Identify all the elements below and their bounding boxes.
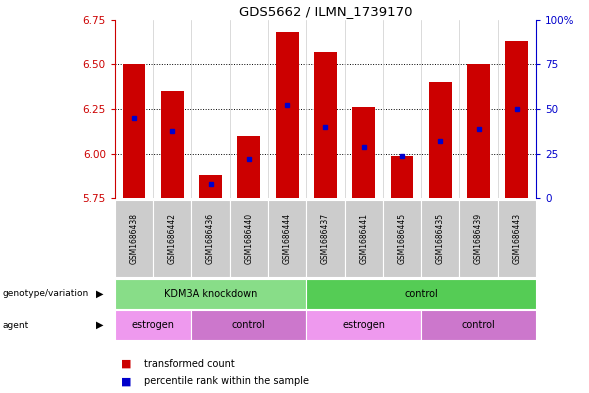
Bar	[352, 107, 375, 198]
Bar	[115, 279, 306, 309]
Bar	[276, 32, 299, 198]
Bar	[161, 91, 184, 198]
Text: GSM1686436: GSM1686436	[206, 213, 215, 264]
Bar	[505, 41, 528, 198]
Bar	[306, 310, 421, 340]
Bar	[498, 200, 536, 277]
Text: ■: ■	[121, 376, 131, 386]
Bar	[421, 200, 459, 277]
Text: GSM1686442: GSM1686442	[168, 213, 177, 264]
Text: percentile rank within the sample: percentile rank within the sample	[144, 376, 309, 386]
Text: GSM1686435: GSM1686435	[436, 213, 445, 264]
Text: transformed count: transformed count	[144, 358, 235, 369]
Bar	[391, 156, 413, 198]
Text: control: control	[404, 289, 438, 299]
Bar	[191, 200, 230, 277]
Bar	[123, 64, 145, 198]
Title: GDS5662 / ILMN_1739170: GDS5662 / ILMN_1739170	[239, 6, 412, 18]
Bar	[153, 200, 191, 277]
Bar	[314, 52, 337, 198]
Bar	[306, 279, 536, 309]
Text: GSM1686441: GSM1686441	[359, 213, 368, 264]
Text: GSM1686445: GSM1686445	[398, 213, 406, 264]
Text: ■: ■	[121, 358, 131, 369]
Text: KDM3A knockdown: KDM3A knockdown	[164, 289, 257, 299]
Bar	[383, 200, 421, 277]
Text: ▶: ▶	[97, 320, 104, 330]
Text: agent: agent	[3, 321, 29, 330]
Bar	[230, 200, 268, 277]
Text: genotype/variation: genotype/variation	[3, 289, 89, 298]
Text: GSM1686438: GSM1686438	[130, 213, 138, 264]
Bar	[115, 310, 191, 340]
Text: control: control	[232, 320, 266, 330]
Text: GSM1686439: GSM1686439	[474, 213, 483, 264]
Text: GSM1686440: GSM1686440	[244, 213, 253, 264]
Bar	[268, 200, 306, 277]
Text: GSM1686444: GSM1686444	[283, 213, 292, 264]
Bar	[191, 310, 306, 340]
Bar	[345, 200, 383, 277]
Bar	[199, 175, 222, 198]
Text: estrogen: estrogen	[131, 320, 175, 330]
Text: GSM1686443: GSM1686443	[512, 213, 521, 264]
Bar	[467, 64, 490, 198]
Text: ▶: ▶	[97, 289, 104, 299]
Bar	[306, 200, 345, 277]
Bar	[115, 200, 153, 277]
Bar	[421, 310, 536, 340]
Text: GSM1686437: GSM1686437	[321, 213, 330, 264]
Text: control: control	[462, 320, 495, 330]
Bar	[237, 136, 260, 198]
Bar	[429, 82, 452, 198]
Text: estrogen: estrogen	[342, 320, 385, 330]
Bar	[459, 200, 498, 277]
